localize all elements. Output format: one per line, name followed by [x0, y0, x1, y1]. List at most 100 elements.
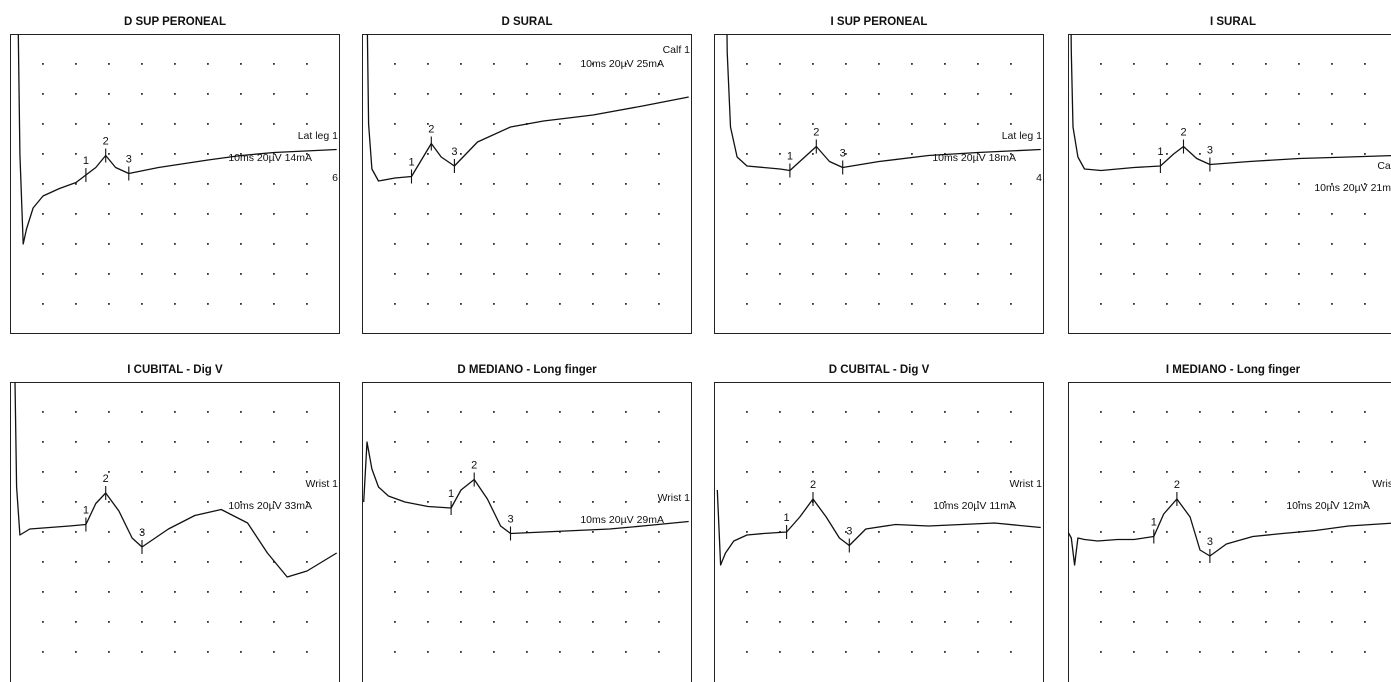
grid-dot [273, 213, 275, 215]
grid-dot [174, 183, 176, 185]
grid-dot [460, 411, 462, 413]
grid-dot [944, 531, 946, 533]
marker-label: 1 [83, 505, 89, 517]
grid-dot [174, 471, 176, 473]
grid-dot [658, 93, 660, 95]
grid-dot [1100, 651, 1102, 653]
grid-dot [1199, 621, 1201, 623]
grid-dot [1133, 183, 1135, 185]
grid-dot [240, 411, 242, 413]
grid-dot [1100, 273, 1102, 275]
grid-dot [141, 153, 143, 155]
grid-dot [1298, 561, 1300, 563]
grid-dot [141, 93, 143, 95]
grid-dot [977, 531, 979, 533]
marker-label: 1 [787, 151, 793, 163]
grid-dot [460, 501, 462, 503]
marker-label: 3 [139, 527, 145, 539]
grid-dot [779, 561, 781, 563]
grid-dot [460, 651, 462, 653]
grid-dot [108, 651, 110, 653]
grid-dot [427, 153, 429, 155]
grid-dot [273, 471, 275, 473]
grid-dot [427, 273, 429, 275]
grid-dot [1364, 561, 1366, 563]
grid-dot [1265, 153, 1267, 155]
grid-dot [746, 471, 748, 473]
grid-dot [427, 411, 429, 413]
grid-dot [658, 501, 660, 503]
grid-dot [911, 441, 913, 443]
grid-dot [812, 471, 814, 473]
grid-dot [592, 441, 594, 443]
grid-dot [207, 531, 209, 533]
grid-dot [944, 441, 946, 443]
grid-dot [878, 243, 880, 245]
grid-dot [108, 561, 110, 563]
grid-dot [746, 501, 748, 503]
grid-dot [779, 93, 781, 95]
grid-dot [625, 153, 627, 155]
grid-dot [559, 213, 561, 215]
grid-dot [1298, 471, 1300, 473]
grid-dot [394, 561, 396, 563]
waveform-line [363, 441, 689, 535]
grid-dot [1364, 273, 1366, 275]
grid-dot [141, 63, 143, 65]
grid-dot [526, 441, 528, 443]
grid-dot [1232, 621, 1234, 623]
grid-dot [174, 93, 176, 95]
grid-dot [1364, 303, 1366, 305]
grid-dot [108, 591, 110, 593]
grid-dot [845, 621, 847, 623]
grid-dot [779, 591, 781, 593]
grid-dot [878, 651, 880, 653]
grid-dot [1133, 501, 1135, 503]
grid-dot [1298, 591, 1300, 593]
grid-dot [1265, 441, 1267, 443]
trace-panel: D CUBITAL - Dig V 1 2 3 Wrist 1 10ms 20µV 11m… [714, 362, 1044, 682]
grid-dot [207, 303, 209, 305]
grid-dot [977, 501, 979, 503]
grid-dot [273, 243, 275, 245]
grid-dot [141, 303, 143, 305]
grid-dot [427, 303, 429, 305]
grid-dot [944, 621, 946, 623]
settings-label: 10ms 20µV 14mA [228, 152, 312, 164]
grid-dot [240, 153, 242, 155]
grid-dot [1364, 213, 1366, 215]
grid-dot [306, 63, 308, 65]
grid-dot [273, 621, 275, 623]
grid-dot [273, 303, 275, 305]
panel-title: I MEDIANO - Long finger [1165, 364, 1301, 376]
grid-dot [240, 303, 242, 305]
plot-frame [714, 382, 1044, 682]
marker-label: 2 [813, 127, 819, 139]
grid-dot [108, 501, 110, 503]
grid-dot [1265, 303, 1267, 305]
trace-panel: I CUBITAL - Dig V 1 2 3 Wrist 1 10ms 20µV 33m… [10, 362, 340, 682]
extra-label: 4 [1036, 172, 1042, 184]
grid-dot [1133, 303, 1135, 305]
grid-dot [526, 93, 528, 95]
grid-dot [977, 303, 979, 305]
grid-dot [394, 651, 396, 653]
grid-dot [207, 123, 209, 125]
grid-dot [427, 243, 429, 245]
grid-dot [746, 243, 748, 245]
grid-dot [1331, 63, 1333, 65]
grid-dot [306, 93, 308, 95]
grid-dot [493, 213, 495, 215]
grid-dot [977, 153, 979, 155]
grid-dot [273, 63, 275, 65]
marker-label: 1 [1157, 146, 1163, 158]
grid-dot [427, 651, 429, 653]
grid-dot [1265, 63, 1267, 65]
grid-dot [75, 273, 77, 275]
grid-dot [1133, 63, 1135, 65]
grid-dot [658, 63, 660, 65]
grid-dot [746, 183, 748, 185]
trace-panel: I MEDIANO - Long finger 1 2 3 Wrist10ms 20µV… [1068, 362, 1391, 682]
grid-dot [1199, 123, 1201, 125]
grid-dot [592, 561, 594, 563]
